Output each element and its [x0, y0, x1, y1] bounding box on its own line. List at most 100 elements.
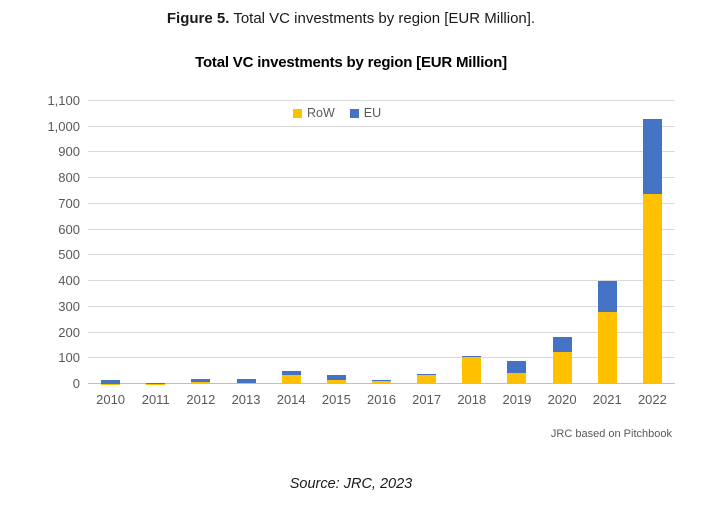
bar-segment-row — [552, 351, 572, 384]
bar-segment-eu — [642, 119, 662, 194]
y-tick-label: 100 — [58, 350, 80, 366]
bar-segment-eu — [371, 380, 391, 381]
bar-stack — [236, 378, 256, 384]
bar-segment-eu — [101, 379, 121, 384]
y-tick-label: 700 — [58, 195, 80, 211]
x-tick-label: 2020 — [547, 392, 577, 407]
bar-column — [269, 370, 314, 384]
plot-area: RoW EU — [88, 100, 675, 384]
bar-stack — [371, 380, 391, 384]
x-tick-label: 2015 — [321, 392, 351, 407]
bar-segment-eu — [552, 337, 572, 352]
y-tick-label: 500 — [58, 247, 80, 263]
bar-stack — [462, 355, 482, 384]
bar-column — [359, 380, 404, 384]
bar-column — [494, 360, 539, 384]
grid-line — [88, 177, 675, 179]
bar-segment-eu — [281, 370, 301, 375]
bar-stack — [417, 374, 437, 384]
bar-segment-eu — [462, 355, 482, 358]
bar-segment-row — [281, 374, 301, 384]
y-tick-label: 600 — [58, 221, 80, 237]
legend-swatch-icon — [349, 108, 359, 118]
bar-segment-row — [642, 193, 662, 384]
bar-segment-eu — [191, 378, 211, 382]
grid-line — [88, 280, 675, 282]
x-tick-label: 2013 — [231, 392, 261, 407]
bar-column — [314, 375, 359, 384]
bar-stack — [146, 382, 166, 384]
bar-stack — [191, 378, 211, 384]
bar-column — [585, 281, 630, 384]
figure-caption: Figure 5. Total VC investments by region… — [0, 10, 702, 27]
x-tick-label: 2022 — [637, 392, 667, 407]
grid-line — [88, 357, 675, 359]
bar-segment-row — [101, 383, 121, 384]
bar-segment-eu — [146, 382, 166, 384]
x-tick-label: 2010 — [96, 392, 126, 407]
grid-line — [88, 125, 675, 127]
y-tick-label: 0 — [72, 376, 80, 391]
bar-column — [449, 355, 494, 384]
legend-label: RoW — [307, 106, 335, 120]
bar-segment-eu — [507, 360, 527, 373]
figure-caption-label: Figure 5. — [166, 10, 230, 27]
y-tick-label: 200 — [58, 324, 80, 340]
x-tick-label: 2018 — [457, 392, 487, 407]
grid-line — [88, 254, 675, 256]
bar-segment-eu — [597, 281, 617, 312]
grid-line — [88, 331, 675, 333]
chart-title: Total VC investments by region [EUR Mill… — [195, 54, 507, 71]
x-tick-label: 2019 — [502, 392, 532, 407]
grid-line — [88, 100, 675, 101]
y-tick-label: 1,000 — [47, 118, 80, 134]
y-tick-label: 1,100 — [47, 93, 80, 108]
bar-stack — [597, 281, 617, 384]
y-tick-label: 400 — [58, 273, 80, 289]
grid-line — [88, 202, 675, 204]
bar-segment-row — [417, 375, 437, 384]
source-note: Source: JRC, 2023 — [289, 476, 413, 492]
bar-segment-row — [462, 357, 482, 384]
bar-column — [223, 378, 268, 384]
y-tick-label: 300 — [58, 298, 80, 314]
x-tick-label: 2021 — [592, 392, 622, 407]
bar-stack — [326, 375, 346, 384]
grid-line — [88, 151, 675, 153]
legend-label: EU — [363, 106, 382, 120]
bar-stack — [507, 360, 527, 384]
bar-column — [88, 379, 133, 384]
bar-stack — [642, 119, 662, 384]
y-tick-label: 800 — [58, 170, 80, 186]
bar-column — [404, 374, 449, 384]
bar-column — [540, 337, 585, 384]
bar-column — [178, 378, 223, 384]
bar-segment-row — [191, 381, 211, 384]
legend-item-row: RoW — [293, 106, 335, 120]
bar-stack — [281, 370, 301, 384]
x-tick-label: 2017 — [412, 392, 442, 407]
bar-segment-row — [371, 380, 391, 384]
bar-segment-row — [507, 372, 527, 384]
footnote: JRC based on Pitchbook — [550, 428, 672, 440]
grid-line — [88, 228, 675, 230]
bar-stack — [552, 337, 572, 384]
bar-column — [630, 119, 675, 384]
bar-column — [133, 382, 178, 384]
legend-item-eu: EU — [349, 106, 382, 120]
bar-stack — [101, 379, 121, 384]
x-tick-label: 2012 — [186, 392, 216, 407]
x-tick-label: 2014 — [276, 392, 306, 407]
bar-segment-eu — [326, 375, 346, 380]
bar-segment-row — [597, 311, 617, 384]
legend-swatch-icon — [293, 108, 302, 118]
bar-segment-row — [236, 382, 256, 384]
bar-segment-eu — [417, 374, 437, 375]
x-tick-label: 2011 — [141, 392, 170, 407]
y-tick-label: 900 — [58, 144, 80, 160]
grid-line — [88, 305, 675, 307]
bar-segment-eu — [236, 378, 256, 383]
x-tick-label: 2016 — [367, 392, 396, 407]
